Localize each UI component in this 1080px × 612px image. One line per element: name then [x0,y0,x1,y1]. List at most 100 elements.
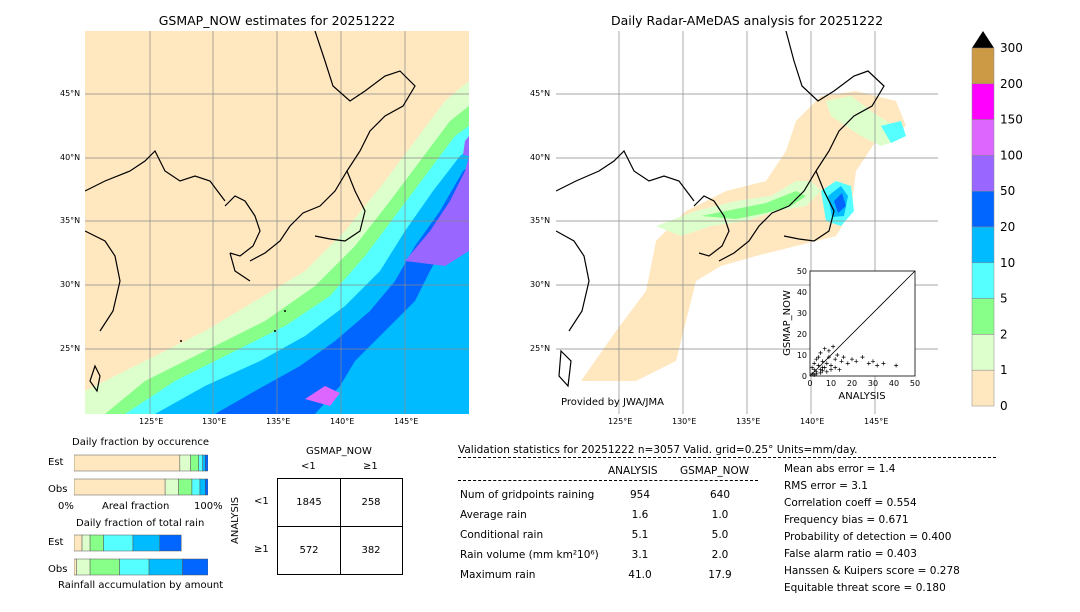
stat-label-average: Average rain [460,509,527,521]
stat-label-volume: Rain volume (mm km²10⁶) [460,549,599,561]
scatter-point [810,371,815,376]
occurrence-bar-obs-seg-1 [164,478,179,496]
scatter-point [881,361,886,366]
right-lon-tick-140: 140°E [800,417,825,426]
colorbar-label-0: 0 [1000,399,1008,413]
scatter-xtick-10: 10 [826,379,836,388]
colorbar-cell-6 [971,262,995,299]
occurrence-bar-obs-seg-5 [205,478,209,496]
left-lat-tick-35: 35°N [60,216,81,225]
contingency-cell-c: 572 [299,545,319,556]
scatter-ytick-20: 20 [797,330,807,339]
colorbar-label-150: 150 [1000,113,1023,127]
scatter-point [829,367,833,372]
colorbar-label-300: 300 [1000,41,1023,55]
stat-gsmap-volume: 2.0 [711,549,729,561]
colorbar-cell-3 [971,155,995,192]
total-rain-bar-obs-seg-5 [182,558,209,576]
colorbar-cell-1 [971,83,995,120]
scatter-point [814,357,819,362]
colorbar-label-100: 100 [1000,148,1023,162]
occurrence-bar-est-seg-4 [202,454,206,472]
right-lon-tick-130: 130°E [672,417,697,426]
right-lat-tick-45: 45°N [530,89,551,98]
contingency-row-ge1: ≥1 [254,544,269,555]
total-rain-bar-obs-seg-0 [73,558,77,576]
left-lat-tick-40: 40°N [60,153,81,162]
scatter-ytick-10: 10 [797,351,807,360]
right-lat-tick-35: 35°N [530,216,551,225]
colorbar-cell-9 [971,369,995,407]
score-pod: Probability of detection = 0.400 [784,531,952,543]
colorbar-label-50: 50 [1000,184,1015,198]
contingency-row-lt1: <1 [254,496,269,507]
stat-analysis-maximum: 41.0 [628,569,652,581]
occurrence-axis-left: 0% [58,501,74,512]
scatter-point [831,344,836,349]
scatter-point [854,359,859,364]
contingency-row-axis: ANALYSIS [230,496,241,544]
right-lon-tick-145: 145°E [864,417,889,426]
left-map-title: GSMAP_NOW estimates for 20251222 [158,13,396,28]
validation-divider [458,457,996,458]
total-rain-bar-obs-seg-2 [89,558,120,576]
occurrence-bar-est-seg-2 [190,454,199,472]
total-rain-row-est: Est [48,537,64,548]
contingency-col-ge1: ≥1 [363,461,378,472]
occurrence-axis-right: 100% [194,501,223,512]
score-mae: Mean abs error = 1.4 [784,463,896,475]
scatter-point [835,353,840,357]
total-rain-title: Daily fraction of total rain [76,518,205,529]
occurrence-bar-obs-seg-0 [73,478,166,496]
scatter-point [824,369,829,374]
validation-col-gsmap: GSMAP_NOW [680,465,750,477]
occurrence-bar-est-seg-0 [73,454,181,472]
scatter-point [812,372,817,377]
scatter-point [833,357,838,362]
data-credit: Provided by JWA/JMA [561,397,664,408]
occurrence-row-obs: Obs [48,484,68,495]
left-lat-tick-45: 45°N [60,89,81,98]
scatter-point [866,361,871,366]
score-hk: Hanssen & Kuipers score = 0.278 [784,565,960,577]
score-ets: Equitable threat score = 0.180 [784,582,946,594]
score-frequency-bias: Frequency bias = 0.671 [784,514,909,526]
colorbar-label-1: 1 [1000,363,1008,377]
left-lon-tick-145: 145°E [394,417,419,426]
scatter-point [871,359,875,364]
left-lon-tick-135: 135°E [266,417,291,426]
total-rain-bar-est-seg-4 [132,534,161,552]
total-rain-bar-est-seg-5 [159,534,182,552]
contingency-table: 1845 258 572 382 [277,478,403,575]
right-lat-tick-25: 25°N [530,344,551,353]
scatter-xtick-50: 50 [910,379,920,388]
colorbar-label-5: 5 [1000,292,1008,306]
scatter-ytick-50: 50 [797,267,807,276]
left-lat-tick-25: 25°N [60,344,81,353]
score-correlation: Correlation coeff = 0.554 [784,497,917,509]
scatter-ytick-0: 0 [802,372,807,381]
left-lat-tick-30: 30°N [60,280,81,289]
colorbar-label-20: 20 [1000,220,1015,234]
scatter-xtick-20: 20 [847,379,857,388]
total-rain-bar-obs-seg-3 [119,558,150,576]
scatter-point [824,361,829,366]
colorbar-label-2: 2 [1000,327,1008,341]
stat-label-gridpoints: Num of gridpoints raining [460,489,595,501]
stat-label-conditional: Conditional rain [460,529,544,541]
scatter-ytick-40: 40 [797,288,807,297]
scatter-xtick-40: 40 [889,379,899,388]
stat-gsmap-maximum: 17.9 [708,569,732,581]
scatter-point [810,365,815,370]
colorbar-label-200: 200 [1000,77,1023,91]
occurrence-chart [73,452,209,498]
total-rain-footer: Rainfall accumulation by amount [58,580,224,591]
scatter-point [812,367,817,372]
scatter-point [875,363,880,368]
stat-analysis-volume: 3.1 [631,549,649,561]
stat-label-maximum: Maximum rain [460,569,536,581]
left-lon-tick-140: 140°E [330,417,355,426]
contingency-cell-a: 1845 [296,497,322,508]
occurrence-bar-obs-seg-2 [178,478,193,496]
scatter-point [814,371,819,376]
